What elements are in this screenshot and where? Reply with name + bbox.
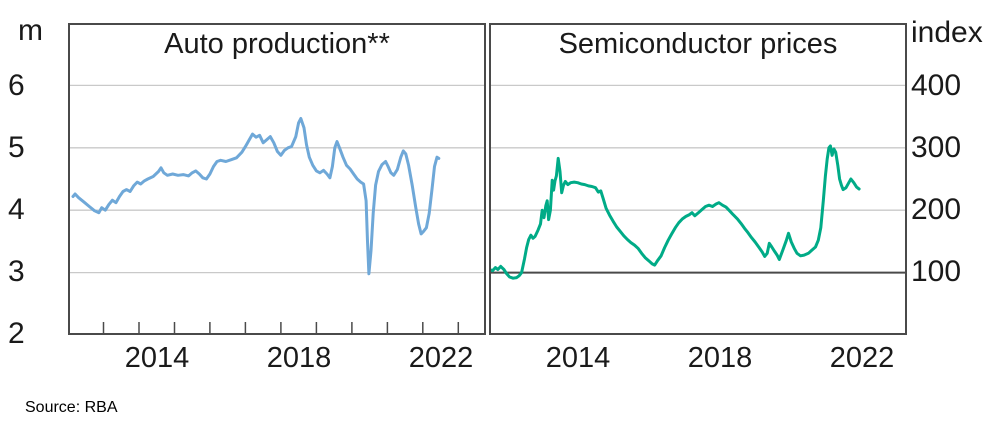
series-line <box>71 117 441 276</box>
y-axis-tick-right-100: 100 <box>911 255 962 288</box>
auto-production-title: Auto production** <box>164 28 390 60</box>
x-axis-label-left-2018: 2018 <box>266 342 332 374</box>
x-axis-label-right-2018: 2018 <box>687 342 753 374</box>
y-axis-tick-right-200: 200 <box>911 193 962 226</box>
panel-frame <box>68 23 486 335</box>
x-axis-label-right-2022: 2022 <box>829 342 895 374</box>
panel-frame <box>489 23 907 335</box>
semiconductor-prices-title: Semiconductor prices <box>558 28 838 60</box>
panel-auto-production: Auto production** <box>68 23 486 335</box>
y-axis-unit-right: index <box>911 16 983 49</box>
y-axis-tick-left-4: 4 <box>8 193 25 226</box>
y-axis-tick-left-5: 5 <box>8 131 25 164</box>
source-note: Source: RBA <box>25 399 118 416</box>
y-axis-tick-left-3: 3 <box>8 255 25 288</box>
y-axis-tick-right-300: 300 <box>911 131 962 164</box>
auto-production-plot <box>68 23 486 335</box>
semiconductor-prices-plot <box>489 23 907 335</box>
x-axis-label-left-2014: 2014 <box>124 342 190 374</box>
y-axis-tick-right-400: 400 <box>911 69 962 102</box>
series-line <box>489 144 861 280</box>
x-axis-label-right-2014: 2014 <box>545 342 611 374</box>
panel-semiconductor-prices: Semiconductor prices <box>489 23 907 335</box>
x-axis-label-left-2022: 2022 <box>408 342 474 374</box>
y-axis-unit-left: m <box>18 14 43 47</box>
y-axis-tick-left-6: 6 <box>8 69 25 102</box>
y-axis-tick-left-2: 2 <box>8 317 25 350</box>
